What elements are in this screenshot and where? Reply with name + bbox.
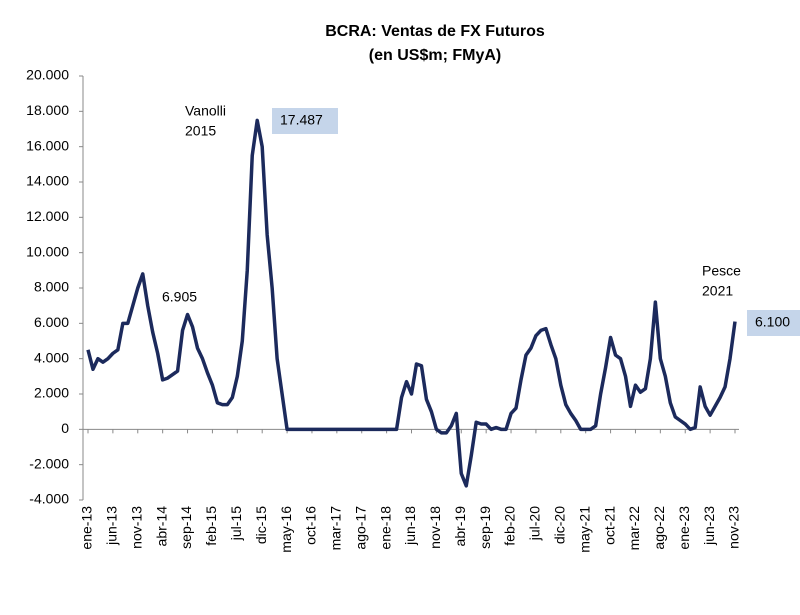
- y-tick-label: -4.000: [29, 491, 69, 507]
- x-tick-label: dic-15: [253, 506, 269, 544]
- x-tick-label: ene-18: [377, 506, 393, 550]
- x-tick-label: may-21: [576, 506, 592, 553]
- y-tick-label: 0: [61, 420, 69, 436]
- x-tick-label: abr-14: [153, 506, 169, 547]
- y-tick-label: 10.000: [26, 243, 69, 259]
- y-tick-label: 2.000: [34, 385, 69, 401]
- annotation-box: [747, 310, 800, 336]
- x-tick-label: ene-13: [79, 506, 95, 550]
- chart-title: BCRA: Ventas de FX Futuros: [325, 23, 545, 40]
- x-tick-label: feb-20: [502, 506, 518, 546]
- y-tick-label: 20.000: [26, 67, 69, 83]
- x-tick-label: jun-23: [701, 506, 717, 546]
- x-tick-label: nov-23: [726, 506, 742, 549]
- x-tick-label: mar-22: [626, 506, 642, 551]
- annotation-box: [272, 108, 338, 134]
- y-tick-label: 8.000: [34, 279, 69, 295]
- x-tick-label: feb-15: [203, 506, 219, 546]
- y-tick-label: 18.000: [26, 102, 69, 118]
- annotation: Pesce: [702, 263, 741, 279]
- annotation: 6.100: [755, 314, 790, 330]
- x-tick-label: sep-14: [178, 506, 194, 549]
- y-tick-label: 4.000: [34, 349, 69, 365]
- x-tick-label: may-16: [278, 506, 294, 553]
- x-tick-label: nov-13: [128, 506, 144, 549]
- x-tick-label: oct-16: [303, 506, 319, 545]
- x-tick-label: oct-21: [601, 506, 617, 545]
- x-tick-label: jul-20: [527, 506, 543, 541]
- annotation: 17.487: [280, 112, 323, 128]
- y-tick-label: -2.000: [29, 455, 69, 471]
- y-tick-label: 14.000: [26, 173, 69, 189]
- x-tick-label: dic-20: [552, 506, 568, 544]
- data-line: [86, 118, 737, 488]
- x-tick-label: jul-15: [228, 506, 244, 541]
- annotation: 2021: [702, 283, 733, 299]
- x-tick-label: ago-22: [651, 506, 667, 550]
- x-tick-label: mar-17: [328, 506, 344, 551]
- annotation: 6.905: [162, 289, 197, 305]
- x-tick-label: abr-19: [452, 506, 468, 547]
- annotation: Vanolli: [185, 103, 226, 119]
- x-tick-label: ago-17: [352, 506, 368, 550]
- x-tick-label: jun-13: [104, 506, 120, 546]
- y-tick-label: 12.000: [26, 208, 69, 224]
- annotation: 2015: [185, 123, 216, 139]
- y-tick-label: 16.000: [26, 137, 69, 153]
- x-tick-label: nov-18: [427, 506, 443, 549]
- y-tick-label: 6.000: [34, 314, 69, 330]
- x-tick-label: ene-23: [676, 506, 692, 550]
- x-tick-label: jun-18: [402, 506, 418, 546]
- x-tick-label: sep-19: [477, 506, 493, 549]
- chart-subtitle: (en US$m; FMyA): [369, 47, 501, 64]
